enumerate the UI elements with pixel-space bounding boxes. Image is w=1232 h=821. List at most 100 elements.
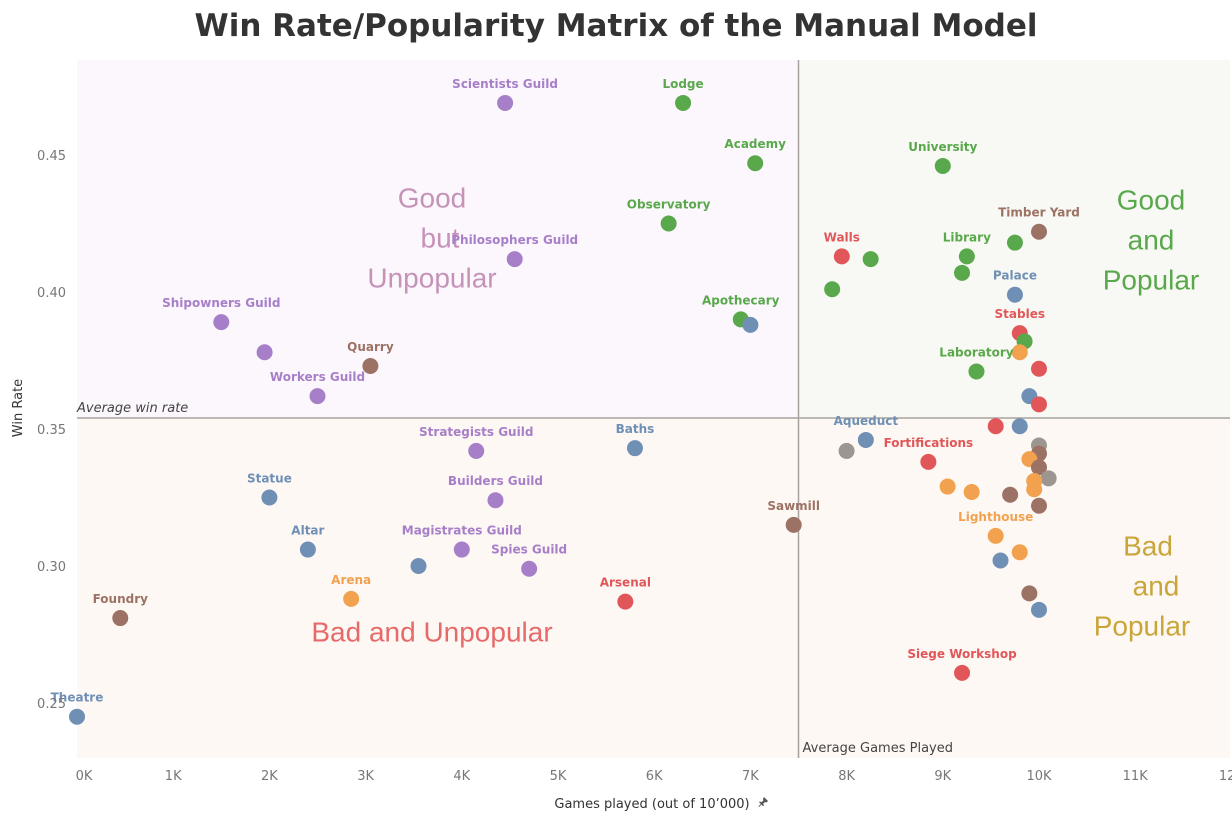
point-label: Apothecary	[702, 293, 780, 307]
avg-win-rate-label: Average win rate	[76, 401, 188, 416]
point-label: Workers Guild	[270, 370, 365, 384]
data-point	[497, 94, 514, 111]
y-tick-label: 0.35	[37, 423, 66, 438]
data-point	[362, 357, 379, 374]
data-point	[343, 590, 360, 607]
y-axis-title: Win Rate	[11, 379, 26, 437]
data-point	[1031, 497, 1047, 514]
point-label: Laboratory	[939, 345, 1013, 359]
quadrant-backgrounds	[77, 60, 1230, 758]
point-label: Aqueduct	[834, 414, 899, 428]
pin-icon	[758, 797, 768, 807]
point-label: Foundry	[93, 592, 149, 606]
quadrant-label-bottom-right: and	[1133, 571, 1180, 602]
data-point	[833, 248, 850, 265]
data-point	[939, 478, 956, 495]
x-axis: 0K 1K 2K 3K 4K 5K 6K 7K 8K 9K 10K 11K 12K	[76, 769, 1232, 784]
data-point	[747, 155, 764, 172]
data-point	[1011, 418, 1028, 435]
data-points	[69, 94, 1057, 725]
data-point	[410, 558, 427, 574]
quadrant-label-top-left: Good	[398, 183, 467, 214]
data-point	[920, 453, 937, 470]
data-point	[934, 157, 951, 174]
data-point	[261, 489, 278, 506]
x-tick-label: 3K	[357, 769, 374, 784]
data-point	[487, 492, 504, 509]
x-tick-label: 4K	[453, 769, 470, 784]
data-point	[987, 527, 1004, 544]
data-point	[1006, 234, 1023, 251]
point-label: Lodge	[662, 77, 703, 91]
x-tick-label: 6K	[646, 769, 663, 784]
quadrant-label-top-right: and	[1128, 225, 1175, 256]
data-point	[992, 552, 1009, 569]
x-tick-label: 0K	[76, 769, 93, 784]
data-point	[468, 442, 485, 459]
point-label: Sawmill	[767, 499, 820, 513]
chart-title: Win Rate/Popularity Matrix of the Manual…	[194, 8, 1038, 44]
point-label: Altar	[291, 524, 324, 538]
point-label: Baths	[616, 422, 655, 436]
data-point	[954, 264, 971, 281]
point-label: University	[908, 140, 977, 154]
point-label: Observatory	[627, 198, 711, 212]
x-tick-label: 1K	[165, 769, 182, 784]
quadrant-label-top-right: Popular	[1103, 265, 1200, 296]
x-tick-label: 7K	[742, 769, 759, 784]
point-label: Walls	[824, 230, 860, 244]
data-point	[1031, 601, 1047, 618]
x-tick-label: 9K	[934, 769, 951, 784]
point-labels: Scientists Guild Lodge Academy University Ob…	[51, 77, 1080, 705]
reference-lines: Average win rate Average Games Played	[76, 60, 1230, 758]
quadrant-label-bottom-right: Popular	[1094, 611, 1191, 642]
data-point	[968, 363, 985, 380]
y-tick-label: 0.45	[37, 149, 66, 164]
point-label: Quarry	[347, 340, 394, 354]
point-label: Timber Yard	[998, 206, 1080, 220]
point-label: Builders Guild	[448, 474, 543, 488]
data-point	[675, 94, 692, 111]
x-tick-label: 12K	[1219, 769, 1232, 784]
data-point	[954, 664, 971, 681]
quadrant-label-top-right: Good	[1117, 185, 1186, 216]
data-point	[617, 593, 634, 610]
data-point	[213, 314, 230, 331]
data-point	[1031, 360, 1047, 377]
point-label: Shipowners Guild	[162, 296, 280, 310]
data-point	[742, 316, 759, 333]
point-label: Academy	[724, 137, 786, 151]
data-point	[626, 440, 643, 457]
data-point	[1031, 459, 1047, 476]
x-tick-label: 10K	[1026, 769, 1052, 784]
data-point	[838, 442, 855, 459]
quadrant-bottom	[77, 418, 1230, 758]
point-label: Magistrates Guild	[402, 524, 522, 538]
data-point	[112, 610, 129, 627]
point-label: Strategists Guild	[419, 425, 533, 439]
x-tick-label: 2K	[261, 769, 278, 784]
point-label: Arsenal	[600, 576, 651, 590]
point-label: Spies Guild	[491, 543, 567, 557]
data-point	[1002, 486, 1019, 503]
quadrant-top-left	[77, 60, 799, 419]
data-point	[958, 248, 975, 265]
point-label: Palace	[993, 269, 1037, 283]
y-tick-label: 0.25	[37, 697, 66, 712]
data-point	[862, 251, 879, 268]
data-point	[309, 388, 326, 405]
point-label: Arena	[331, 573, 371, 587]
data-point	[1021, 585, 1038, 602]
point-label: Library	[943, 230, 991, 244]
point-label: Scientists Guild	[452, 77, 558, 91]
x-axis-title: Games played (out of 10’000)	[554, 797, 749, 812]
data-point	[1006, 286, 1023, 303]
data-point	[857, 431, 874, 448]
x-tick-label: 5K	[550, 769, 567, 784]
y-tick-label: 0.30	[37, 560, 66, 575]
data-point	[660, 215, 677, 232]
quadrant-label-top-left: Unpopular	[367, 263, 496, 294]
data-point	[1031, 396, 1047, 413]
point-label: Siege Workshop	[907, 647, 1017, 661]
